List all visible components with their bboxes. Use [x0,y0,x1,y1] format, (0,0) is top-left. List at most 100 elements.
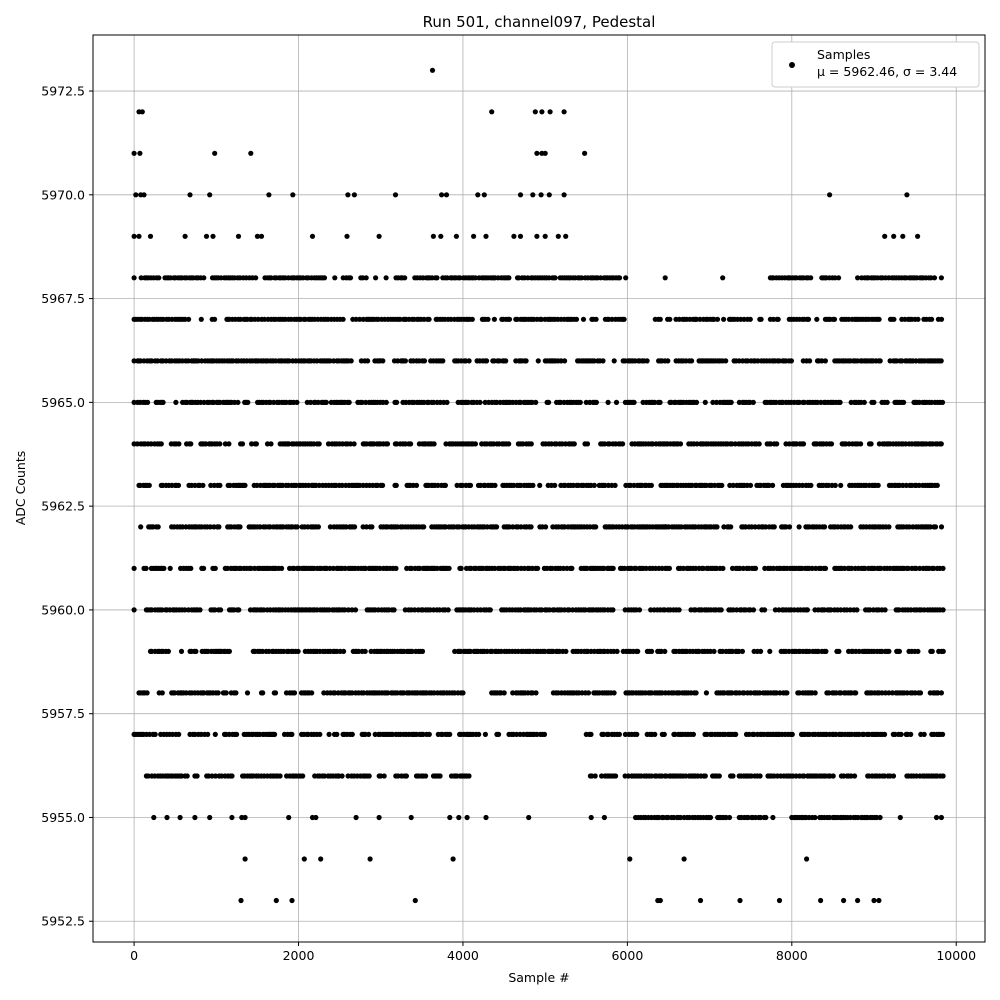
data-point [212,150,218,156]
data-point [394,399,400,405]
data-point [212,316,218,322]
data-point [657,897,663,904]
data-point [210,233,216,239]
data-point [832,275,838,281]
data-point [812,814,818,821]
data-point [215,690,221,696]
data-point [693,399,700,405]
data-point [188,565,194,572]
data-point [409,648,415,655]
data-point [577,399,583,405]
data-point [260,690,266,696]
data-point [523,358,529,364]
data-point [345,607,351,613]
data-point [301,856,307,862]
data-point [853,690,859,696]
data-point [710,399,716,405]
data-point [733,731,739,738]
data-point [897,814,903,821]
data-point [822,358,829,364]
data-point [200,482,206,488]
plot-area-frame [92,34,986,943]
data-point [593,316,599,322]
data-point [289,731,295,738]
data-point [915,233,921,239]
data-point [334,731,340,738]
data-point [610,607,616,613]
data-point [800,441,807,447]
data-point [690,731,697,738]
data-point [770,814,776,821]
data-point [900,233,906,239]
data-point [131,358,137,364]
data-point [316,441,322,447]
data-point [160,399,166,405]
data-point [197,607,203,613]
data-point [678,524,684,530]
data-point [340,316,346,322]
data-point [429,67,436,73]
data-point [356,648,362,655]
data-point [224,565,230,572]
data-point [535,358,541,364]
data-point [730,482,736,488]
data-point [882,731,888,738]
data-point [131,150,137,156]
legend-box [771,41,980,88]
data-point [165,648,171,655]
data-point [707,814,714,821]
data-point [216,524,222,530]
data-point [217,482,223,488]
data-point [728,399,734,405]
data-point [940,731,946,738]
data-point [344,233,350,239]
data-point [882,233,888,239]
data-point [373,275,379,281]
data-point [643,565,649,572]
data-point [491,316,497,322]
data-point [784,690,790,696]
x-axis-label: Sample # [508,970,569,985]
data-point [805,316,812,322]
data-point [342,607,348,613]
data-point [938,524,945,530]
data-point [707,648,714,655]
data-point [176,441,182,447]
data-point [207,524,213,530]
data-point [904,690,910,696]
data-point [714,316,721,322]
data-point [719,482,725,488]
data-point [506,316,513,322]
data-point [426,731,432,738]
data-point [546,399,552,405]
data-point [332,275,338,281]
data-point [131,233,137,239]
data-point [212,565,218,572]
data-point [915,316,921,322]
data-point [159,607,165,613]
data-point [248,150,254,156]
data-point [613,773,619,779]
data-point [239,441,246,447]
data-point [917,690,924,696]
data-point [435,482,441,488]
data-point [697,897,704,904]
data-point [721,524,727,530]
data-point [763,524,769,530]
data-point [768,441,774,447]
data-point [616,731,623,738]
data-point [831,316,838,322]
data-point [465,399,471,405]
data-point [573,316,580,322]
data-point [750,607,757,613]
data-point [868,441,874,447]
data-point [131,565,137,572]
data-point [445,607,451,613]
data-point [938,690,945,696]
data-point [938,316,945,322]
data-point [517,233,524,239]
data-point [501,690,507,696]
data-point [315,524,321,530]
data-point [939,399,946,405]
data-point [882,607,888,613]
